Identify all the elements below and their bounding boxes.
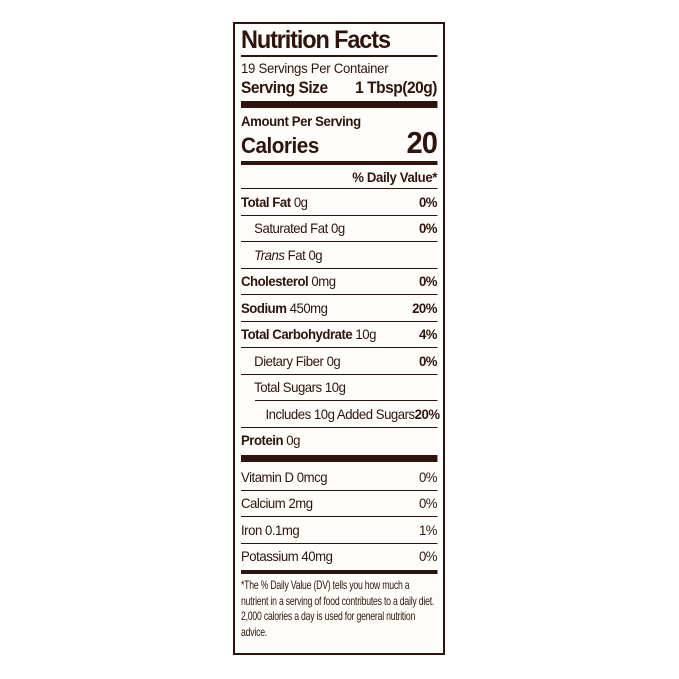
nutrient-text: Total Carbohydrate 10g: [241, 326, 376, 343]
nutrient-row: Cholesterol 0mg 0%: [241, 267, 438, 295]
nutrient-row: Total Carbohydrate 10g 4%: [241, 320, 438, 348]
nutrient-row: Total Sugars 10g: [241, 373, 438, 401]
nutrient-text: Includes 10g Added Sugars: [265, 405, 415, 423]
nutrient-row: Sodium 450mg 20%: [241, 294, 437, 321]
nutrient-amount: 10g: [352, 326, 376, 342]
nutrient-text: Calcium 2mg: [241, 495, 313, 512]
serving-size-row: Serving Size 1 Tbsp(20g): [241, 77, 437, 99]
nutrient-row: Dietary Fiber 0g 0%: [241, 347, 437, 374]
thick-divider-top: [241, 101, 438, 108]
servings-per-container: 19 Servings Per Container: [241, 60, 389, 76]
serving-size-label: Serving Size: [241, 79, 328, 97]
nutrient-name: Saturated Fat: [254, 220, 328, 236]
nutrient-amount: Fat 0g: [284, 246, 323, 263]
nutrient-name: Calcium: [241, 495, 286, 511]
nutrition-facts-label: Nutrition Facts 19 Servings Per Containe…: [233, 22, 445, 655]
vitamin-row: Vitamin D 0mcg 0%: [241, 464, 437, 490]
nutrient-amount: 40mg: [298, 548, 333, 564]
nutrient-percent: 0%: [418, 495, 438, 511]
nutrient-amount: 0g: [327, 220, 345, 236]
nutrient-amount: 0mg: [308, 273, 336, 289]
nutrient-percent: 20%: [414, 405, 440, 422]
nutrient-text: Iron 0.1mg: [241, 521, 300, 539]
calories-value: 20: [406, 125, 438, 160]
calories-label: Calories: [241, 133, 319, 158]
nutrient-text: Sodium 450mg: [241, 300, 328, 317]
nutrient-row: Protein 0g: [241, 426, 438, 454]
vitamin-rows-section: Vitamin D 0mcg 0% Calcium 2mg 0% Iron 0.1mg 1…: [241, 464, 437, 569]
nutrient-percent: 0%: [418, 273, 438, 289]
label-title: Nutrition Facts: [241, 27, 438, 57]
nutrient-name: Vitamin D: [241, 468, 294, 485]
nutrient-text: Protein 0g: [241, 432, 300, 449]
nutrient-text: Cholesterol 0mg: [241, 273, 336, 290]
nutrient-name: Trans: [254, 246, 285, 263]
nutrient-percent: 20%: [412, 299, 438, 316]
nutrient-row: Saturated Fat 0g 0%: [241, 214, 438, 242]
nutrient-text: Vitamin D 0mcg: [241, 468, 328, 486]
nutrient-name: Protein: [241, 432, 284, 448]
nutrient-text: Dietary Fiber 0g: [254, 352, 341, 370]
medium-divider-footnote: [241, 570, 438, 574]
nutrient-text: Saturated Fat 0g: [254, 220, 345, 237]
nutrient-rows-section: Total Fat 0g 0% Saturated Fat 0g 0% Trans Fa…: [241, 189, 440, 454]
nutrient-row: Includes 10g Added Sugars 20%: [255, 400, 440, 427]
nutrient-text: Potassium 40mg: [241, 548, 333, 565]
serving-size-value: 1 Tbsp(20g): [355, 79, 438, 97]
thick-divider-protein: [241, 455, 438, 462]
daily-value-header: % Daily Value*: [241, 166, 437, 189]
nutrient-name: Includes 10g Added Sugars: [265, 405, 415, 422]
nutrient-amount: 0.1mg: [261, 521, 300, 538]
nutrient-percent: 0%: [418, 220, 438, 236]
vitamin-row: Iron 0.1mg 1%: [241, 516, 437, 543]
calories-row: Calories 20: [241, 125, 438, 160]
medium-divider-calories: [241, 161, 438, 165]
nutrient-name: Potassium: [241, 548, 299, 564]
nutrient-row: Trans Fat 0g: [241, 241, 438, 268]
nutrient-name: Total Fat: [241, 193, 291, 210]
nutrient-amount: 2mg: [285, 495, 313, 511]
amount-per-serving-label: Amount Per Serving: [241, 113, 361, 129]
nutrient-row: Total Fat 0g 0%: [241, 189, 437, 215]
nutrient-text: Trans Fat 0g: [254, 247, 322, 264]
nutrient-percent: 1%: [418, 521, 438, 538]
nutrient-percent: 0%: [418, 468, 438, 485]
label-content: Nutrition Facts 19 Servings Per Containe…: [241, 27, 440, 640]
nutrient-name: Sodium: [241, 299, 287, 316]
nutrient-name: Dietary Fiber: [254, 352, 324, 369]
footnote-text: *The % Daily Value (DV) tells you how mu…: [241, 578, 435, 639]
nutrient-name: Total Sugars: [254, 379, 322, 395]
nutrient-amount: 0mcg: [293, 468, 328, 485]
nutrient-amount: 450mg: [286, 299, 328, 316]
nutrient-text: Total Fat 0g: [241, 194, 308, 211]
vitamin-row: Calcium 2mg 0%: [241, 489, 438, 517]
nutrient-name: Total Carbohydrate: [241, 326, 353, 342]
nutrient-amount: 0g: [323, 352, 341, 369]
nutrient-percent: 0%: [418, 193, 438, 210]
nutrient-text: Total Sugars 10g: [254, 379, 346, 396]
nutrient-name: Iron: [241, 521, 262, 538]
nutrient-percent: 4%: [418, 326, 438, 342]
nutrient-amount: 10g: [321, 379, 346, 395]
vitamin-row: Potassium 40mg 0%: [241, 542, 438, 570]
nutrient-percent: 0%: [418, 352, 438, 369]
nutrient-name: Cholesterol: [241, 273, 309, 289]
nutrient-percent: 0%: [418, 548, 438, 564]
nutrient-amount: 0g: [283, 432, 300, 448]
nutrient-amount: 0g: [290, 193, 308, 210]
